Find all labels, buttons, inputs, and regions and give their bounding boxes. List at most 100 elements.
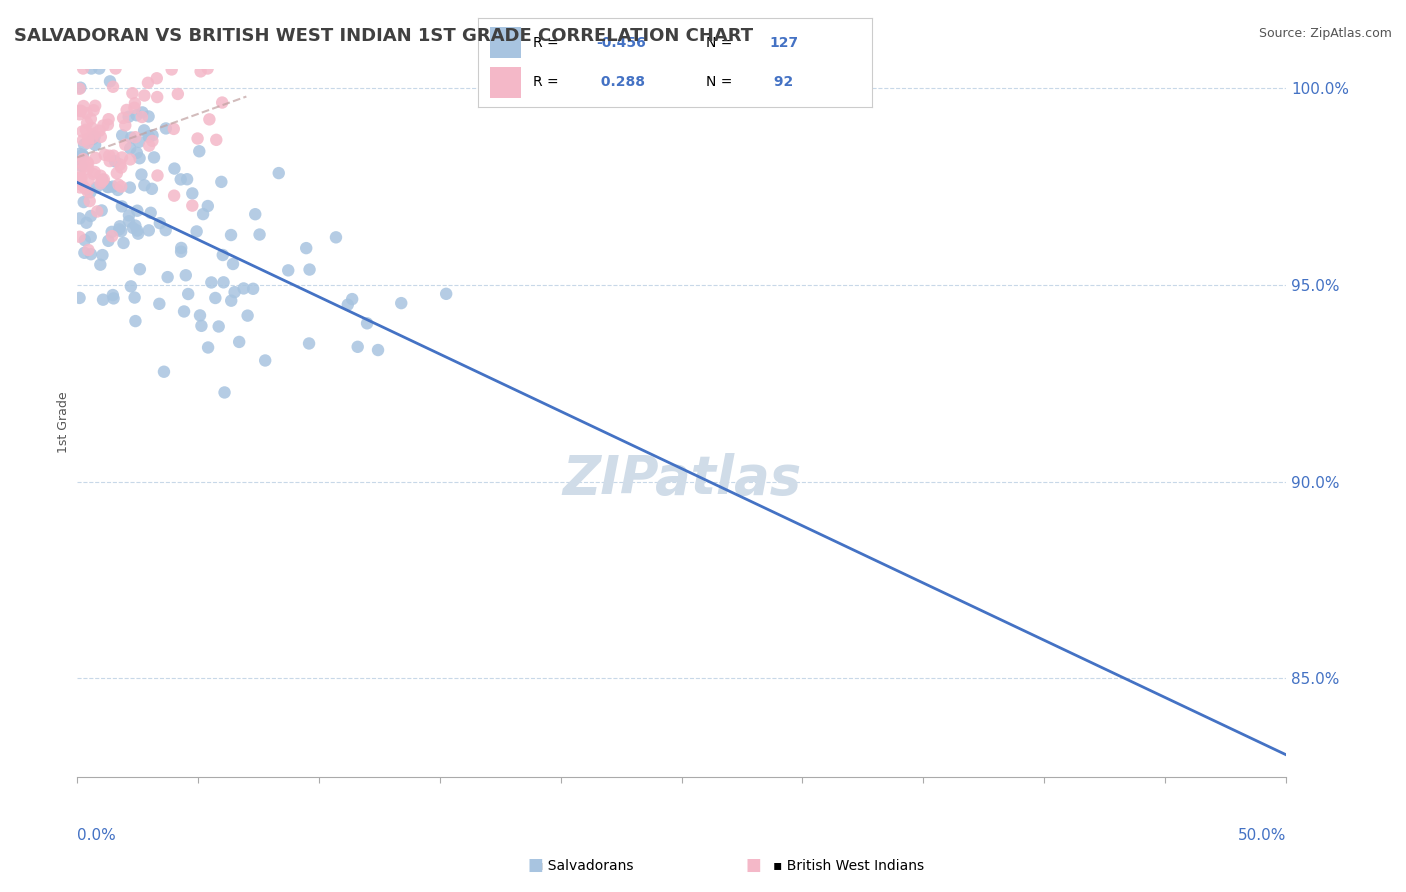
Point bbox=[114, 118, 136, 132]
Point bbox=[77, 157, 100, 171]
Point bbox=[232, 281, 254, 295]
Point bbox=[93, 148, 115, 162]
Point bbox=[91, 173, 114, 187]
Point bbox=[120, 153, 142, 167]
Point bbox=[73, 159, 96, 173]
Point bbox=[134, 123, 156, 137]
Point bbox=[138, 129, 160, 144]
Text: 0.288: 0.288 bbox=[596, 75, 645, 89]
Point bbox=[141, 128, 163, 143]
FancyBboxPatch shape bbox=[489, 27, 522, 58]
Point bbox=[249, 227, 271, 242]
Point bbox=[125, 108, 148, 122]
Point bbox=[118, 208, 141, 222]
Point bbox=[141, 182, 163, 196]
Point bbox=[197, 199, 219, 213]
Point bbox=[122, 220, 145, 235]
Point bbox=[111, 151, 134, 165]
Point bbox=[114, 137, 136, 152]
Point bbox=[91, 174, 114, 188]
Text: -0.456: -0.456 bbox=[596, 36, 645, 50]
Point bbox=[72, 133, 94, 147]
Point bbox=[72, 148, 94, 162]
Point bbox=[124, 219, 146, 233]
Point bbox=[69, 155, 91, 169]
Point bbox=[188, 145, 211, 159]
Point bbox=[83, 130, 105, 145]
FancyBboxPatch shape bbox=[489, 67, 522, 98]
Point bbox=[104, 62, 127, 76]
Point bbox=[72, 178, 94, 193]
Point bbox=[98, 154, 121, 169]
Point bbox=[254, 353, 277, 368]
Point bbox=[138, 138, 160, 153]
Point bbox=[97, 118, 120, 132]
Point bbox=[69, 229, 91, 244]
Text: R =: R = bbox=[533, 75, 564, 89]
Point bbox=[76, 155, 98, 169]
Point bbox=[346, 340, 368, 354]
Point bbox=[212, 276, 235, 290]
Point bbox=[80, 121, 103, 136]
Point bbox=[110, 161, 132, 175]
Point bbox=[117, 110, 139, 124]
Point bbox=[89, 177, 111, 191]
Point bbox=[83, 127, 105, 141]
Point bbox=[103, 292, 125, 306]
Point bbox=[131, 105, 153, 120]
Point bbox=[121, 86, 143, 100]
Point bbox=[128, 135, 150, 149]
Point bbox=[72, 124, 94, 138]
Point bbox=[336, 298, 359, 312]
Point bbox=[136, 76, 159, 90]
Point bbox=[69, 80, 91, 95]
Point bbox=[120, 141, 142, 155]
Point bbox=[146, 169, 169, 183]
Point bbox=[222, 257, 245, 271]
Point bbox=[84, 99, 107, 113]
Point bbox=[367, 343, 389, 357]
Point bbox=[190, 64, 212, 78]
Point bbox=[134, 88, 156, 103]
Text: ■: ■ bbox=[527, 855, 543, 873]
Text: 127: 127 bbox=[769, 36, 799, 50]
Point bbox=[73, 137, 96, 152]
Point bbox=[160, 62, 183, 77]
Point bbox=[72, 152, 94, 166]
Point bbox=[267, 166, 290, 180]
Point bbox=[77, 173, 100, 187]
Point bbox=[298, 262, 321, 277]
Point bbox=[224, 285, 246, 300]
Point bbox=[101, 288, 124, 302]
Point bbox=[80, 230, 103, 244]
Point bbox=[69, 82, 91, 96]
Text: N =: N = bbox=[706, 36, 737, 50]
Point bbox=[112, 235, 135, 250]
Text: ▪ Salvadorans: ▪ Salvadorans bbox=[534, 859, 634, 872]
Text: 0.0%: 0.0% bbox=[77, 828, 115, 843]
Point bbox=[101, 79, 124, 94]
Point bbox=[76, 185, 98, 199]
Point bbox=[124, 291, 146, 305]
Point bbox=[73, 195, 96, 210]
Point bbox=[120, 130, 142, 145]
Point bbox=[174, 268, 197, 283]
Point bbox=[124, 96, 146, 111]
Point bbox=[200, 276, 222, 290]
Point bbox=[69, 107, 91, 121]
Point bbox=[77, 243, 100, 257]
Point bbox=[124, 101, 146, 115]
Point bbox=[77, 136, 100, 150]
Point bbox=[76, 216, 98, 230]
Point bbox=[86, 204, 108, 219]
Point bbox=[153, 365, 176, 379]
Point bbox=[98, 74, 121, 88]
Point bbox=[80, 247, 103, 261]
Point bbox=[107, 178, 129, 192]
Point bbox=[91, 248, 114, 262]
Point bbox=[98, 149, 121, 163]
Point bbox=[69, 170, 91, 185]
Point bbox=[138, 129, 160, 144]
Point bbox=[340, 292, 363, 306]
Point bbox=[277, 263, 299, 277]
